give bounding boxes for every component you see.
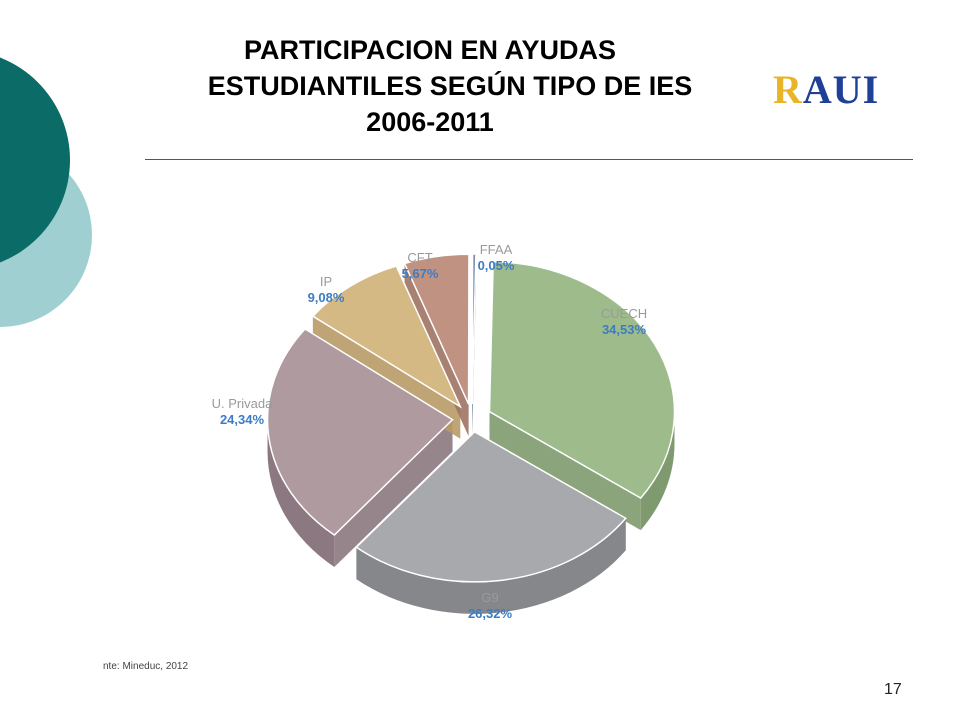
pie-slice-cuech <box>488 260 676 500</box>
logo-letter-i: I <box>862 67 880 112</box>
page-number: 17 <box>884 681 902 698</box>
pie-slice-g9 <box>355 430 627 583</box>
slice-label: U. Privada <box>212 396 273 411</box>
logo-letter-r: R <box>773 67 803 112</box>
title-line-1: PARTICIPACION EN AYUDAS <box>243 35 617 65</box>
pie-slice-cut-cuech <box>489 411 641 531</box>
dark-teal-circle <box>0 57 70 263</box>
pie-slice-side-cuech <box>640 411 675 531</box>
slice-value-label: 0,05% <box>478 258 515 273</box>
title-line-3: 2006-2011 <box>366 107 494 137</box>
slice-value-label: 9,08% <box>308 290 345 305</box>
decorative-circles <box>0 57 92 327</box>
pie-slice-ffaa <box>471 253 477 405</box>
slice-value-label: 24,34% <box>220 412 265 427</box>
slide-title: PARTICIPACION EN AYUDAS ESTUDIANTILES SE… <box>100 32 760 140</box>
pie-slice-side-u-privada <box>267 419 335 567</box>
pie-slice-cut-u-privada <box>334 419 453 567</box>
title-divider <box>145 159 913 160</box>
pie-slice-ip <box>311 265 463 409</box>
slice-value-label: 5,67% <box>402 266 439 281</box>
raui-logo: RAUI <box>773 66 879 113</box>
slice-label: CFT <box>407 250 432 265</box>
source-note: nte: Mineduc, 2012 <box>103 661 189 672</box>
pie-slice-u-privada <box>266 328 454 536</box>
slice-label: FFAA <box>480 242 513 257</box>
title-line-2: ESTUDIANTILES SEGÚN TIPO DE IES <box>207 71 693 101</box>
pie-slice-side-g9 <box>356 518 626 614</box>
slice-value-label: 26,32% <box>468 606 513 621</box>
pie-slice-cft <box>403 253 470 405</box>
logo-letter-u: U <box>832 67 863 112</box>
slice-label: G9 <box>481 590 498 605</box>
slice-label: CUECH <box>601 306 647 321</box>
logo-letter-a: A <box>802 67 833 112</box>
slice-value-label: 34,53% <box>602 322 647 337</box>
slice-label: IP <box>320 274 332 289</box>
